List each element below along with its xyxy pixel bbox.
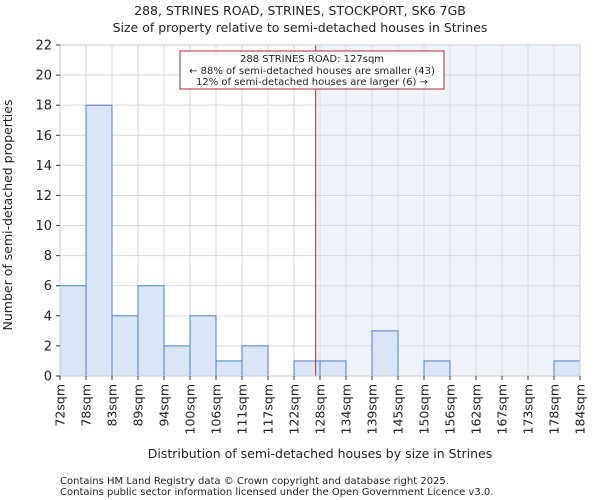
- bar-72sqm: [59, 285, 87, 377]
- y-tick-label: 14: [35, 159, 52, 174]
- x-tick-label: 139sqm: [365, 384, 380, 434]
- x-tick-label: 117sqm: [261, 384, 276, 434]
- y-tick-label: 16: [35, 129, 52, 144]
- x-tick-label: 184sqm: [573, 384, 588, 434]
- x-tick-label: 156sqm: [443, 384, 458, 434]
- x-tick-label: 134sqm: [339, 384, 354, 434]
- x-tick-label: 122sqm: [287, 384, 302, 434]
- highlight-region: [315, 45, 580, 376]
- x-tick-label: 106sqm: [209, 384, 224, 434]
- x-tick-label: 150sqm: [417, 384, 432, 434]
- bar-89sqm: [137, 285, 165, 377]
- x-tick-label: 89sqm: [131, 384, 146, 427]
- x-tick-label: 72sqm: [53, 384, 68, 427]
- x-tick-label: 100sqm: [183, 384, 198, 434]
- x-axis-ticks: 72sqm 78sqm 83sqm 89sqm 94sqm 100sqm 106sqm 111…: [53, 376, 588, 434]
- bar-106sqm: [215, 360, 243, 377]
- bar-94sqm: [163, 345, 191, 377]
- y-tick-label: 6: [44, 279, 52, 294]
- y-tick-label: 18: [35, 99, 52, 114]
- x-tick-label: 128sqm: [313, 384, 328, 434]
- bar-139sqm: [371, 330, 399, 377]
- bar-150sqm: [423, 360, 451, 377]
- x-tick-label: 83sqm: [105, 384, 120, 427]
- bar-83sqm: [111, 315, 139, 377]
- annotation-box: 288 STRINES ROAD: 127sqm ← 88% of semi-d…: [179, 50, 445, 90]
- y-tick-label: 22: [35, 39, 52, 54]
- bar-178sqm: [553, 360, 581, 377]
- y-tick-label: 0: [44, 370, 52, 385]
- x-tick-label: 167sqm: [495, 384, 510, 434]
- chart-subtitle: Size of property relative to semi-detach…: [113, 20, 488, 35]
- y-tick-label: 12: [35, 189, 52, 204]
- annotation-line-2: ← 88% of semi-detached houses are smalle…: [189, 66, 435, 77]
- y-tick-label: 4: [44, 309, 52, 324]
- y-tick-label: 20: [35, 69, 52, 84]
- footer-line-1: Contains HM Land Registry data © Crown c…: [60, 476, 449, 487]
- y-tick-label: 2: [44, 339, 52, 354]
- bar-100sqm: [189, 315, 217, 377]
- x-tick-label: 162sqm: [469, 384, 484, 434]
- plot-area: [59, 44, 581, 377]
- chart-title: 288, STRINES ROAD, STRINES, STOCKPORT, S…: [134, 3, 466, 18]
- bar-111sqm: [241, 345, 269, 377]
- y-axis-label: Number of semi-detached properties: [0, 100, 15, 331]
- y-tick-label: 10: [35, 219, 52, 234]
- x-tick-label: 173sqm: [521, 384, 536, 434]
- annotation-frame: [179, 50, 445, 90]
- annotation-line-3: 12% of semi-detached houses are larger (…: [196, 77, 428, 88]
- footer-line-2: Contains public sector information licen…: [60, 487, 493, 498]
- x-tick-label: 145sqm: [391, 384, 406, 434]
- x-tick-label: 178sqm: [547, 384, 562, 434]
- y-axis-ticks: 0 2 4 6 8 10 12 14 16 18 20 22: [35, 39, 60, 385]
- bars: [59, 104, 581, 377]
- bar-78sqm: [85, 104, 113, 377]
- y-tick-label: 8: [44, 249, 52, 264]
- x-tick-label: 78sqm: [79, 384, 94, 427]
- annotation-line-1: 288 STRINES ROAD: 127sqm: [240, 54, 384, 65]
- bar-128sqm: [319, 360, 347, 377]
- x-tick-label: 111sqm: [235, 384, 250, 434]
- x-tick-label: 94sqm: [157, 384, 172, 427]
- x-axis-label: Distribution of semi-detached houses by …: [148, 446, 493, 461]
